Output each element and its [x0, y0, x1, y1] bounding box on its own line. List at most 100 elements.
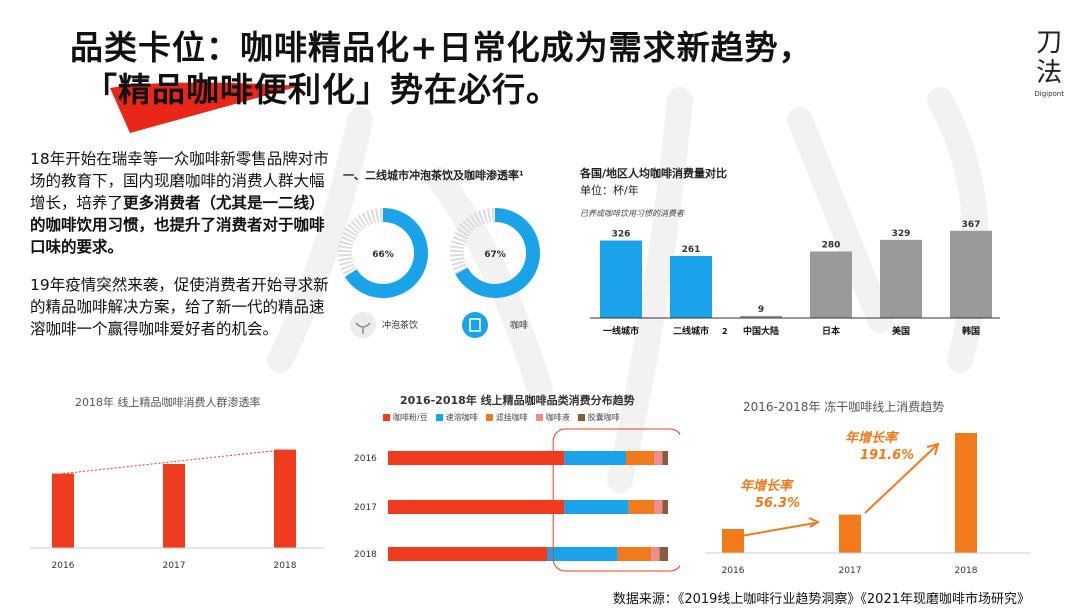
data-source: 数据来源：《2019线上咖啡行业趋势洞察》《2021年现磨咖啡市场研究》	[612, 592, 1030, 607]
segment-速溶咖啡	[564, 500, 629, 514]
category-stacked-bar-chart: 2016 2017 2018	[354, 428, 680, 572]
coffee-cup-icon	[462, 312, 488, 338]
penetration-bar-chart: 2016 2017 2018	[30, 449, 325, 571]
bar-中国大陆	[740, 315, 782, 318]
logo-english: Digipont	[1034, 90, 1064, 98]
watermark-graphic	[267, 87, 989, 493]
donut-slice-1	[338, 208, 428, 298]
bar-美国	[880, 239, 922, 318]
donut-value-label: 66%	[372, 250, 394, 260]
row-label: 2016	[354, 454, 377, 464]
row-label: 2017	[354, 503, 377, 513]
trend-line	[62, 449, 286, 475]
legend-label: 胶囊咖啡	[587, 413, 620, 422]
segment-咖啡粉/豆	[388, 500, 565, 514]
bar-value-label: 261	[682, 245, 701, 255]
logo-chinese: 刀 法	[1036, 28, 1063, 88]
chart2-note: 已养成咖啡饮用习惯的消费者	[580, 209, 684, 218]
chart4-legend: 咖啡粉/豆 速溶咖啡 滤挂咖啡 咖啡液 胶囊咖啡	[383, 412, 628, 423]
bar-韩国	[950, 230, 992, 318]
growth-label: 年增长率	[740, 478, 795, 494]
legend-swatch	[577, 414, 585, 421]
segment-滤挂咖啡	[617, 547, 652, 561]
bar-value-label: 280	[822, 240, 841, 250]
bar-2017	[839, 514, 861, 553]
legend-swatch	[435, 414, 443, 421]
coffee-cup-icon-glyph	[469, 318, 481, 332]
bar-value-label: 329	[892, 229, 911, 239]
legend-swatch	[383, 414, 390, 421]
segment-滤挂咖啡	[628, 500, 654, 514]
bar-一线城市	[600, 240, 642, 318]
segment-滤挂咖啡	[626, 451, 654, 465]
category-label: 美国	[892, 325, 910, 337]
year-label: 2017	[163, 561, 186, 571]
category-label: 一线城市	[603, 325, 639, 337]
legend-label: 滤挂咖啡	[495, 413, 528, 422]
segment-咖啡液	[654, 451, 663, 465]
growth-value: 56.3%	[755, 496, 800, 511]
growth-label: 年增长率	[845, 430, 900, 446]
year-label: 2016	[52, 561, 75, 571]
category-label: 日本	[822, 325, 841, 337]
chart3-title: 2018年 线上精品咖啡消费人群渗透率	[75, 396, 261, 409]
donut-slice-2	[450, 208, 540, 298]
legend-item: 咖啡液	[535, 413, 570, 422]
category-label: 中国大陆	[743, 325, 779, 337]
chart1-title: 一、二线城市冲泡茶饮及咖啡渗透率¹	[343, 169, 524, 182]
legend-item: 咖啡粉/豆	[383, 413, 428, 422]
legend-swatch	[535, 414, 543, 421]
segment-咖啡粉/豆	[388, 451, 565, 465]
arrowhead-1	[808, 517, 821, 528]
bar-日本	[810, 251, 852, 318]
bar-2016	[722, 529, 744, 553]
legend-swatch	[485, 414, 493, 421]
highlight-box	[552, 428, 680, 572]
segment-速溶咖啡	[564, 451, 626, 465]
title-accent-swoosh	[110, 82, 300, 133]
paragraph-1-emphasis: 更多消费者（尤其是一二线）的咖啡饮用习惯，也提升了消费者对于咖啡口味的要求。	[30, 194, 325, 256]
footnote-marker: 2	[722, 327, 728, 336]
paragraph-1-text: 18年开始在瑞幸等一众咖啡新零售品牌对市场的教育下，国内现磨咖啡的消费人群大幅增…	[30, 150, 329, 212]
bar-2017	[163, 464, 185, 548]
chart2-title: 各国/地区人均咖啡消费量对比	[580, 167, 728, 180]
consumption-bar-chart: 326 一线城市 261 二线城市 9 中国大陆 280 日本 329 美国 367 韩国 2	[590, 220, 1000, 337]
legend-label: 咖啡液	[545, 413, 570, 422]
body-paragraph-2: 19年疫情突然来袭，促使消费者开始寻求新的精品咖啡解决方案，给了新一代的精品速溶…	[30, 276, 329, 338]
page-subtitle: 「精品咖啡便利化」势在必行。	[84, 70, 560, 109]
bar-value-label: 9	[758, 305, 764, 315]
growth-value: 191.6%	[860, 448, 914, 463]
year-label: 2018	[955, 566, 978, 576]
legend-item: 滤挂咖啡	[485, 413, 528, 422]
legend-label: 咖啡粉/豆	[393, 413, 428, 422]
category-label: 二线城市	[673, 325, 709, 337]
segment-胶囊咖啡	[659, 547, 668, 561]
segment-咖啡液	[651, 547, 660, 561]
bar-value-label: 326	[612, 230, 631, 240]
page-title: 品类卡位：咖啡精品化+日常化成为需求新趋势，	[70, 28, 813, 67]
chart2-unit: 单位：杯/年	[580, 184, 639, 197]
legend-item: 速溶咖啡	[435, 413, 478, 422]
penetration-donut-chart: 66% 67%	[338, 208, 540, 338]
tea-cup-icon-glyph	[355, 322, 371, 334]
arrowhead-2	[926, 442, 940, 456]
row-label: 2018	[354, 550, 377, 560]
growth-arrow-1	[734, 522, 816, 538]
segment-胶囊咖啡	[662, 451, 668, 465]
legend-label: 速溶咖啡	[445, 413, 478, 422]
chart4-title: 2016-2018年 线上精品咖啡品类消费分布趋势	[400, 394, 635, 407]
tea-cup-icon	[350, 312, 376, 338]
segment-咖啡粉/豆	[388, 547, 548, 561]
year-label: 2016	[722, 566, 745, 576]
chart5-title: 2016-2018年 冻干咖啡线上消费趋势	[743, 400, 945, 414]
bar-二线城市	[670, 255, 712, 318]
body-paragraph-1: 18年开始在瑞幸等一众咖啡新零售品牌对市场的教育下，国内现磨咖啡的消费人群大幅增…	[30, 148, 330, 258]
segment-胶囊咖啡	[662, 500, 668, 514]
donut1-label: 冲泡茶饮	[382, 321, 419, 331]
category-label: 韩国	[962, 325, 980, 337]
legend-item: 胶囊咖啡	[577, 413, 620, 422]
donut2-label: 咖啡	[510, 321, 529, 331]
bar-2018	[955, 433, 977, 553]
segment-咖啡液	[654, 500, 663, 514]
bar-2016	[52, 473, 74, 548]
